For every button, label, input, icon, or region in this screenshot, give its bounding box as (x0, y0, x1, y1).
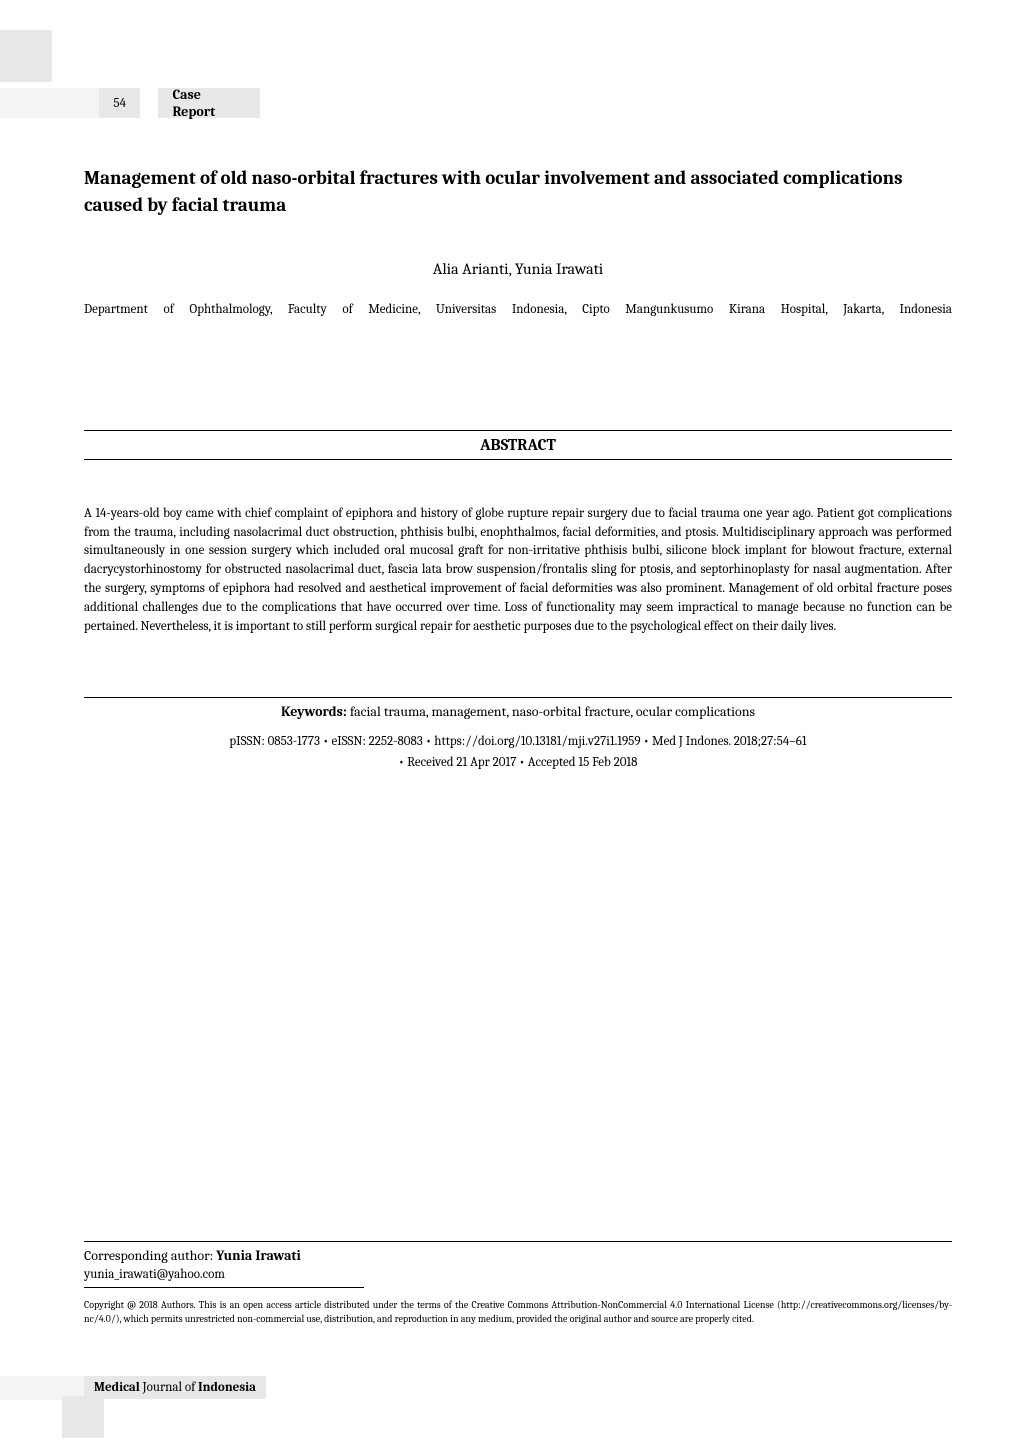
corresponding-email: yunia_irawati@yahoo.com (84, 1267, 364, 1288)
abstract-header: ABSTRACT (84, 430, 952, 460)
journal-normal: Journal of (140, 1380, 198, 1395)
meta-line-2: • Received 21 Apr 2017 • Accepted 15 Feb… (84, 755, 952, 770)
footer: Medical Journal of Indonesia (84, 1376, 266, 1399)
keywords-text: facial trauma, management, naso-orbital … (347, 703, 755, 720)
corresponding-name: Yunia Irawati (216, 1247, 301, 1264)
corresponding-author: Corresponding author: Yunia Irawati (84, 1241, 952, 1264)
header-decoration (0, 30, 62, 82)
header-square (0, 30, 52, 82)
corresponding-label: Corresponding author: (84, 1247, 216, 1264)
copyright-text: Copyright @ 2018 Authors. This is an ope… (84, 1298, 952, 1326)
page-number: 54 (99, 88, 141, 118)
journal-name: Medical Journal of Indonesia (84, 1376, 266, 1399)
keywords-line: Keywords: facial trauma, management, nas… (84, 697, 952, 720)
section-label: Case Report (158, 88, 260, 118)
header-row: 54 Case Report (0, 88, 260, 118)
meta-line-1: pISSN: 0853-1773 • eISSN: 2252-8083 • ht… (84, 734, 952, 749)
affiliation: Department of Ophthalmology, Faculty of … (84, 300, 952, 320)
keywords-label: Keywords: (281, 703, 347, 720)
journal-bold-1: Medical (94, 1380, 140, 1395)
article-title: Management of old naso-orbital fractures… (84, 165, 952, 218)
footer-square (62, 1396, 104, 1438)
main-content: Management of old naso-orbital fractures… (84, 165, 952, 776)
authors: Alia Arianti, Yunia Irawati (84, 260, 952, 278)
corresponding-block: Corresponding author: Yunia Irawati yuni… (84, 1241, 952, 1326)
header-light-bar (0, 88, 99, 118)
abstract-body: A 14-years-old boy came with chief compl… (84, 505, 952, 637)
journal-bold-2: Indonesia (198, 1380, 256, 1395)
